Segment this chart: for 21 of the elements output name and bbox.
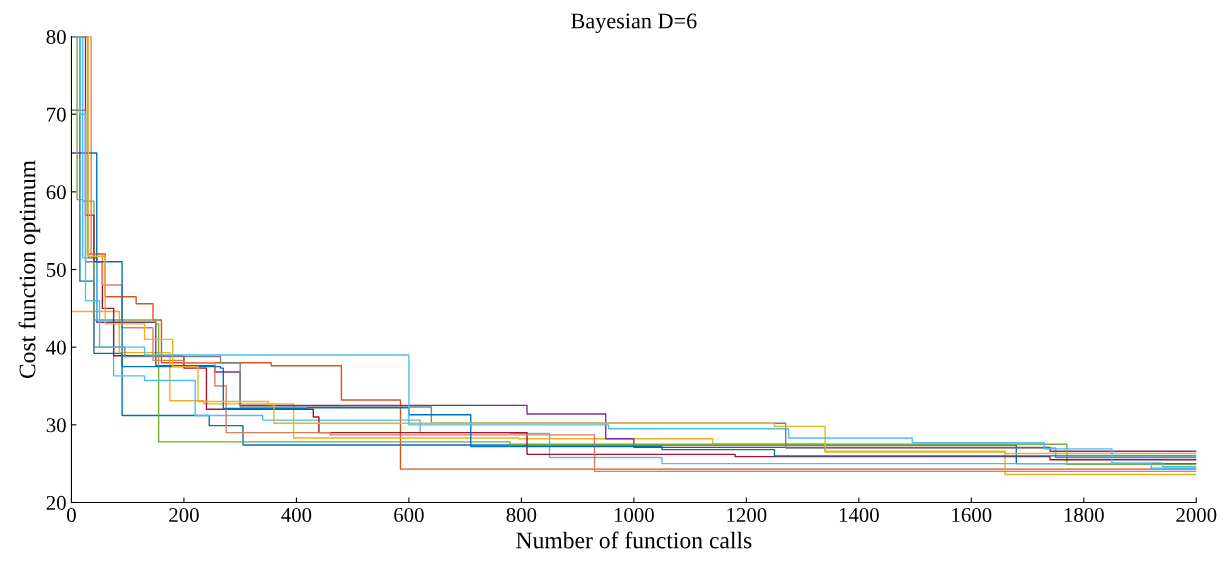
x-tick-label: 1200 (727, 507, 767, 522)
x-tick-label: 800 (506, 507, 537, 522)
y-tick-label: 70 (47, 107, 66, 122)
x-tick-label: 1000 (614, 507, 654, 522)
y-axis-title: Cost function optimum (18, 160, 41, 379)
y-tick-label: 20 (46, 495, 66, 510)
x-tick-label: 2000 (1176, 507, 1217, 522)
x-tick-label: 600 (394, 507, 424, 522)
x-tick-label: 0 (67, 507, 76, 522)
y-tick-label: 40 (46, 340, 66, 355)
chart-title: Bayesian D=6 (571, 13, 697, 34)
x-tick-label: 1600 (952, 507, 992, 522)
y-tick-label: 50 (46, 262, 66, 277)
y-tick-label: 80 (46, 29, 66, 44)
x-tick-label: 400 (281, 507, 312, 522)
x-tick-label: 1800 (1064, 507, 1104, 522)
y-tick-label: 60 (46, 185, 66, 200)
x-tick-label: 1400 (839, 507, 879, 522)
x-tick-label: 200 (169, 507, 199, 522)
x-axis-title: Number of function calls (516, 531, 752, 549)
y-tick-label: 30 (46, 418, 66, 433)
